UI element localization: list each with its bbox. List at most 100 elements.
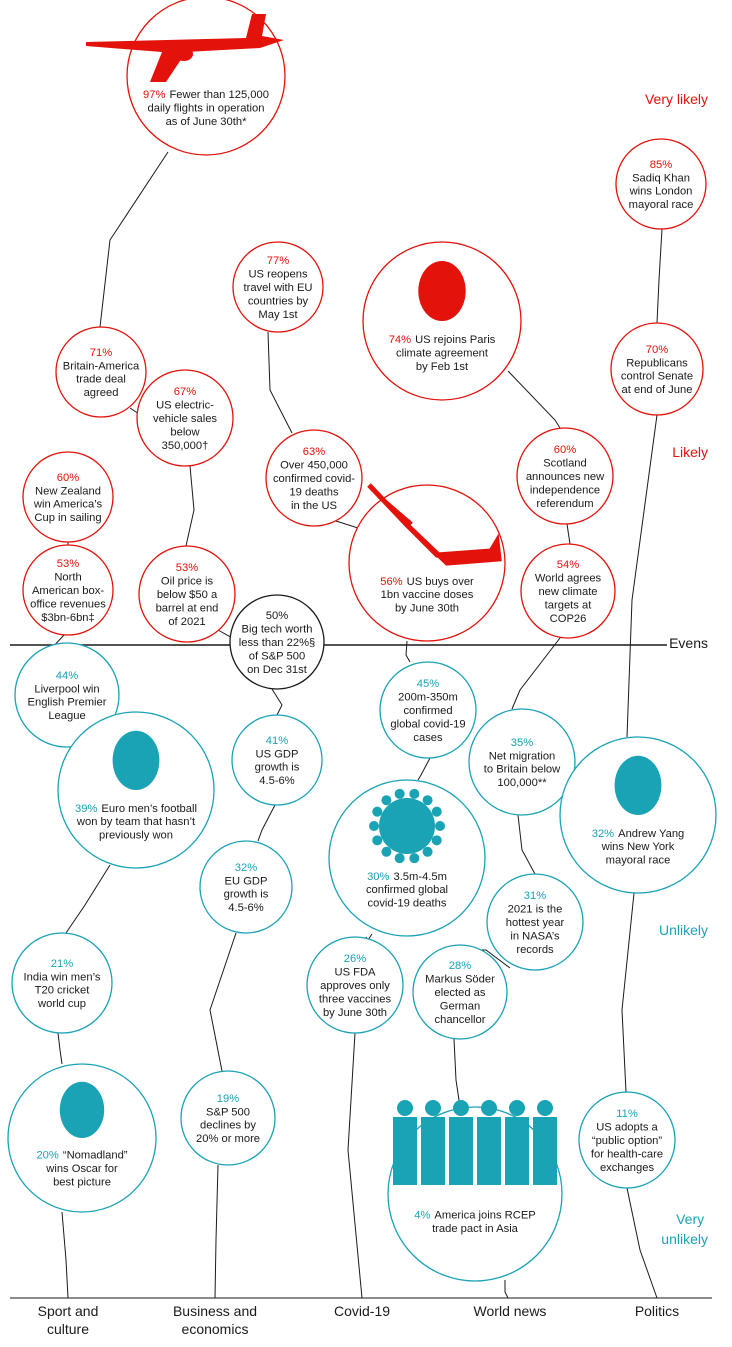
bubble-text-line: exchanges [600,1162,655,1174]
bubble-text-line: America joins RCEP [434,1209,535,1221]
bubble-text-line: three vaccines [319,993,392,1005]
connector-line [99,151,169,328]
bubble-percent: 35% [511,737,533,749]
syringe-icon [367,483,502,566]
bubble-text-line: records [516,944,554,956]
bubble-text-line: German [440,1000,480,1012]
bubble-label: 45% 200m-350m confirmed global covid-19 case… [390,678,465,744]
bubble-label: 44% Liverpool win English Premier League [28,670,107,722]
bubble-label: 50% Big tech worth less than 22%§ of S&P 50… [239,610,316,676]
bubble-circle [559,736,717,894]
bubble-circle [379,661,477,759]
bubble-text-line: Cup in sailing [34,512,101,524]
bubble-text-line: by June 30th [323,1007,387,1019]
bubble-label: 53% North American box-office revenues $3bn… [30,558,106,624]
bubble-text-line: May 1st [258,309,298,321]
forecast-bubble: 53% North American box-office revenues $3bn… [22,544,114,636]
bubble-percent: 39% [75,803,97,815]
portrait-icon [614,755,662,815]
forecast-bubble: 31% 2021 is the hottest year in NASA’s recor… [486,873,584,971]
bubble-percent: 45% [417,678,439,690]
bubble-text-line: trade deal [76,374,126,386]
bubble-label: 60% New Zealand win America’s Cup in sailin… [33,472,103,524]
bubble-text-line: US buys over [407,576,474,588]
category-label-line: culture [47,1321,89,1337]
bubble-text-line: US GDP [256,748,299,760]
bubble-text-line: 1bn vaccine doses [381,589,474,601]
bubble-percent: 60% [554,444,576,456]
bubble-label: 60% Scotland announces new independence refe… [526,444,605,510]
bubble-text-line: wins Oscar for [45,1163,118,1175]
category-label: World news [474,1303,547,1319]
bubble-circle [231,714,323,806]
bubble-text-line: at end of June [622,384,693,396]
bubble-text-line: Big tech worth [242,624,313,636]
bubble-circle [22,451,114,543]
bubble-circle [265,429,363,527]
bubble-text-line: “public option” [592,1135,663,1147]
bubble-text-line: 19 deaths [289,486,339,498]
forecast-bubble: 28% Markus Söder elected as German chancello… [412,944,508,1040]
scale-unlikely: Unlikely [659,922,708,938]
bubble-text-line: elected as [435,987,486,999]
bubble-percent: 74% [389,334,411,346]
bubble-text-line: Sadiq Khan [632,172,690,184]
bubble-text-line: New Zealand [35,485,101,497]
category-label: Business and economics [173,1303,257,1337]
scale-likely: Likely [672,444,708,460]
scale-very-unlikely: Very unlikely [661,1211,708,1247]
connector-lines [49,151,663,1299]
connector-line [511,637,561,710]
bubble-text-line: in NASA’s [510,930,560,942]
bubble-label: 28% Markus Söder elected as German chancello… [425,960,495,1026]
bubble-label: 39% Euro men’s football won by team that h… [75,803,197,842]
forecast-bubble: 67% US electric-vehicle sales below 350,000… [136,369,234,467]
bubble-circle [486,873,584,971]
bubble-circle [610,322,704,416]
bubble-percent: 41% [266,735,288,747]
bubble-percent: 26% [344,953,366,965]
bubble-text-line: US reopens [248,269,307,281]
forecast-bubble: 32% Andrew Yang wins New York mayoral race [559,736,717,894]
bubble-text-line: best picture [53,1177,111,1189]
virus-icon [369,788,445,864]
bubble-text-line: T20 cricket [35,985,91,997]
bubble-text-line: S&P 500 [206,1106,250,1118]
bubble-percent: 19% [217,1093,239,1105]
forecast-bubble: 71% Britain-America trade deal agreed [55,326,147,418]
bubble-text-line: by June 30th [395,603,459,615]
bubble-label: 63% Over 450,000 confirmed covid-19 deaths… [273,446,355,512]
connector-line [57,1032,63,1065]
connector-line [347,1032,363,1299]
bubble-percent: 97% [143,89,165,101]
bubble-text-line: Fewer than 125,000 [169,89,269,101]
forecast-bubble: 41% US GDP growth is 4.5-6% [231,714,323,806]
scale-evens: Evens [669,635,708,651]
bubble-text-line: referendum [536,498,593,510]
bubble-percent: 32% [235,862,257,874]
bubble-text-line: daily flights in operation [148,103,265,115]
bubble-text-line: world cup [37,998,86,1010]
forecast-bubble: 35% Net migration to Britain below 100,000*… [468,708,576,816]
bubble-text-line: Andrew Yang [618,828,684,840]
portrait-icon [112,730,160,790]
bubble-label: 56% US buys over 1bn vaccine doses by June … [380,576,474,615]
connector-line [507,370,561,429]
bubble-text-line: below $50 a [157,589,218,601]
bubble-text-line: won by team that hasn’t [76,816,196,828]
bubble-label: 19% S&P 500 declines by 20% or more [196,1093,260,1145]
scale-very-unlikely-line-2: unlikely [661,1231,708,1247]
bubble-text-line: on Dec 31st [247,664,308,676]
bubble-circle [57,711,215,869]
forecast-bubble: 60% Scotland announces new independence refe… [516,427,614,525]
portrait-icon [418,260,466,322]
bubble-text-line: 100,000** [497,777,547,789]
bubble-circle [516,427,614,525]
bubble-text-line: World agrees [535,573,602,585]
forecast-bubble: 32% EU GDP growth is 4.5-6% [199,840,293,934]
bubble-text-line: less than 22%§ [239,637,316,649]
connector-line [453,1038,461,1108]
bubble-text-line: growth is [255,762,300,774]
bubble-percent: 67% [174,386,196,398]
